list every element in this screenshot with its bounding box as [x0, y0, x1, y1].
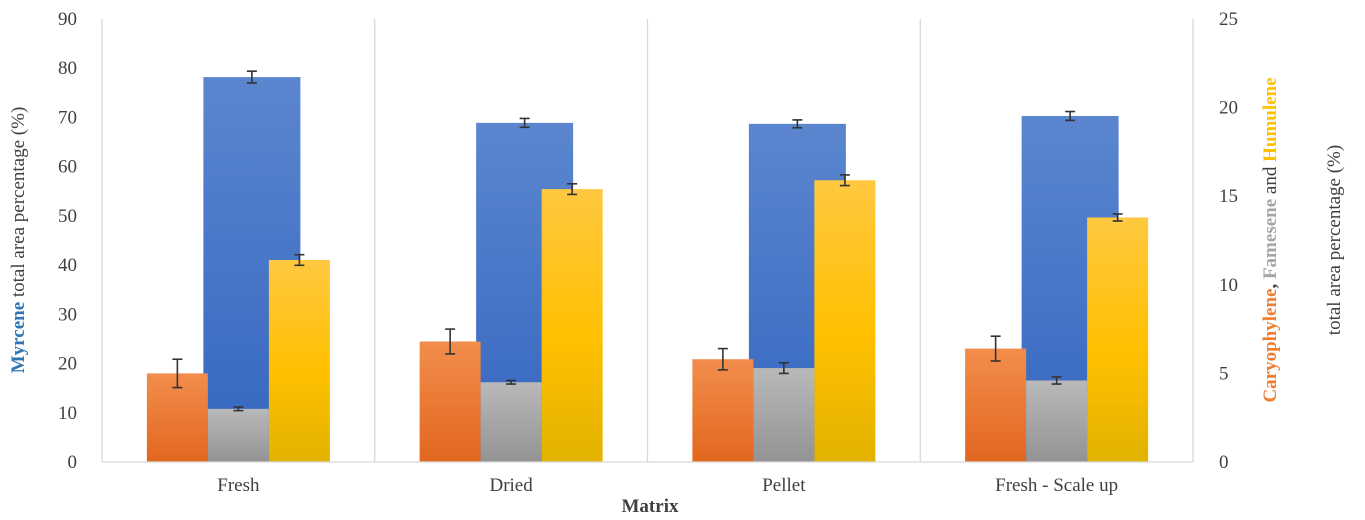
- y-axis-right-title-line2: total area percentage (%): [1324, 145, 1345, 335]
- y-left-tick-label: 10: [58, 403, 77, 424]
- y-left-tick-label: 30: [58, 304, 77, 325]
- y-right-tick-label: 10: [1219, 275, 1238, 296]
- y-left-tick-label: 50: [58, 206, 77, 227]
- y-right-tick-label: 15: [1219, 186, 1238, 207]
- y-left-tick-label: 60: [58, 157, 77, 178]
- y-right-tick-label: 0: [1219, 452, 1229, 473]
- category-label: Fresh: [217, 475, 260, 496]
- category-label: Fresh - Scale up: [995, 475, 1118, 496]
- bar-famesene: [1026, 380, 1088, 462]
- y-right-tick-label: 25: [1219, 9, 1238, 30]
- y-left-tick-label: 40: [58, 255, 77, 276]
- bar-caryophylene: [692, 359, 754, 462]
- y-left-tick-label: 0: [68, 452, 78, 473]
- y-left-tick-label: 90: [58, 9, 77, 30]
- y-left-tick-label: 70: [58, 107, 77, 128]
- bar-humulene: [814, 180, 876, 462]
- bar-caryophylene: [419, 341, 481, 462]
- bar-famesene: [207, 408, 269, 462]
- category-label: Dried: [489, 475, 533, 496]
- y-left-tick-label: 80: [58, 58, 77, 79]
- y-axis-right-title-line1: Caryophylene, Famesene and Humulene: [1260, 77, 1281, 402]
- bar-humulene: [1087, 217, 1149, 462]
- y-left-tick-label: 20: [58, 354, 77, 375]
- y-right-tick-label: 5: [1219, 363, 1229, 384]
- y-right-tick-label: 20: [1219, 98, 1238, 119]
- bar-famesene: [753, 368, 815, 462]
- bar-caryophylene: [965, 348, 1027, 462]
- category-label: Pellet: [762, 475, 806, 496]
- x-axis-title: Matrix: [622, 496, 679, 517]
- bar-humulene: [268, 259, 330, 462]
- bar-humulene: [541, 189, 603, 462]
- bar-famesene: [480, 382, 542, 462]
- y-axis-left-title: Myrcene total area percentage (%): [8, 107, 29, 374]
